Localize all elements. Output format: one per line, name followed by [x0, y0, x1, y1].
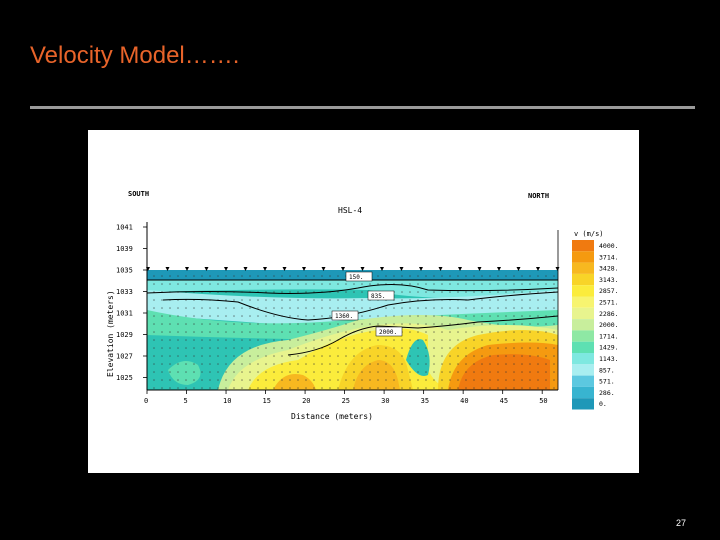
receiver-marker	[165, 267, 170, 271]
receiver-marker	[185, 267, 189, 271]
y-tick-label: 1029	[116, 331, 133, 339]
x-tick-label: 40	[460, 397, 468, 405]
colorbar-swatch	[572, 240, 594, 252]
receiver-marker	[243, 267, 248, 271]
y-tick-label: 1027	[116, 353, 133, 361]
receiver-marker	[321, 267, 326, 271]
title-divider	[30, 106, 695, 109]
colorbar-label: 857.	[599, 366, 615, 374]
colorbar-swatch	[572, 386, 594, 399]
y-tick-label: 1041	[116, 224, 133, 232]
colorbar-label: 1143.	[599, 355, 619, 363]
y-axis-ticks: 1041 1039 1035 1033 1031 1029 1027 1025	[116, 224, 147, 382]
contour-label: 835.	[371, 293, 385, 300]
x-tick-label: 5	[184, 397, 188, 405]
receiver-marker	[438, 267, 443, 271]
colorbar-label: 571.	[599, 378, 615, 386]
x-axis-label: Distance (meters)	[291, 412, 373, 421]
y-axis-label: Elevation (meters)	[106, 290, 115, 377]
colorbar-swatch	[572, 398, 594, 410]
receiver-marker	[477, 267, 482, 271]
receiver-marker	[555, 267, 560, 271]
receiver-marker	[399, 267, 404, 271]
receiver-marker	[380, 267, 384, 271]
colorbar-label: 2571.	[599, 299, 619, 307]
colorbar-swatch	[572, 375, 594, 387]
x-tick-label: 30	[381, 397, 389, 405]
colorbar-swatch	[572, 353, 594, 365]
colorbar-label: 0.	[599, 400, 607, 408]
colorbar-label: 3714.	[599, 253, 619, 261]
x-tick-label: 50	[539, 397, 547, 405]
receiver-marker	[204, 267, 209, 271]
colorbar-swatch	[572, 273, 594, 286]
x-tick-label: 45	[500, 397, 508, 405]
profile-name: HSL-4	[338, 206, 362, 215]
receiver-markers	[146, 267, 560, 271]
y-tick-label: 1035	[116, 267, 133, 275]
colorbar-swatch	[572, 251, 594, 263]
colorbar-swatch	[572, 364, 594, 376]
contour-label: 1360.	[335, 313, 353, 320]
colorbar-label: 1429.	[599, 344, 619, 352]
receiver-marker	[536, 267, 540, 271]
receiver-marker	[516, 267, 521, 271]
receiver-marker	[341, 267, 345, 271]
south-label: SOUTH	[128, 190, 149, 198]
colorbar-label: 4000.	[599, 242, 619, 250]
colorbar-label: 2286.	[599, 310, 619, 318]
receiver-marker	[497, 267, 501, 271]
colorbar-label: 1714.	[599, 332, 619, 340]
velocity-model-figure: SOUTH NORTH HSL-4	[88, 130, 639, 473]
receiver-marker	[282, 267, 287, 271]
contour-labels: 150. 835. 1360. 2000.	[331, 271, 403, 337]
y-tick-label: 1025	[116, 374, 133, 382]
receiver-marker	[419, 267, 423, 271]
colorbar-label: 286.	[599, 389, 615, 397]
colorbar-label: 2000.	[599, 321, 619, 329]
colorbar-swatch	[572, 262, 594, 274]
x-tick-label: 20	[302, 397, 310, 405]
slide-title: Velocity Model…….	[30, 42, 240, 69]
colorbar-label: 2857.	[599, 287, 619, 295]
x-tick-label: 0	[144, 397, 148, 405]
colorbar-swatch	[572, 330, 594, 342]
receiver-marker	[360, 267, 365, 271]
receiver-marker	[302, 267, 306, 271]
y-tick-label: 1031	[116, 310, 133, 318]
x-tick-label: 25	[342, 397, 350, 405]
colorbar-swatch	[572, 319, 594, 331]
x-axis-ticks: 0 5 10 15 20 25 30 35 40 45 50	[144, 390, 548, 405]
colorbar-title: v (m/s)	[574, 230, 604, 238]
north-label: NORTH	[528, 192, 549, 200]
y-tick-label: 1033	[116, 288, 133, 296]
colorbar-label: 3143.	[599, 276, 619, 284]
y-tick-label: 1039	[116, 245, 133, 253]
x-tick-label: 15	[263, 397, 271, 405]
colorbar-swatch	[572, 296, 594, 308]
page-number: 27	[676, 518, 687, 528]
receiver-marker	[224, 267, 228, 271]
velocity-field	[147, 270, 558, 390]
colorbar-swatch	[572, 307, 594, 320]
velocity-model-plot: SOUTH NORTH HSL-4	[106, 190, 619, 421]
contour-label: 150.	[349, 274, 363, 281]
colorbar-swatch	[572, 341, 594, 353]
colorbar-label: 3428.	[599, 265, 619, 273]
contour-label: 2000.	[379, 329, 397, 336]
receiver-marker	[263, 267, 267, 271]
x-tick-label: 10	[223, 397, 231, 405]
colorbar-swatch	[572, 285, 594, 297]
colorbar: 4000. 3714. 3428. 3143. 2857. 2571. 2286. 2000.…	[572, 240, 619, 410]
x-tick-label: 35	[421, 397, 429, 405]
receiver-marker	[458, 267, 462, 271]
